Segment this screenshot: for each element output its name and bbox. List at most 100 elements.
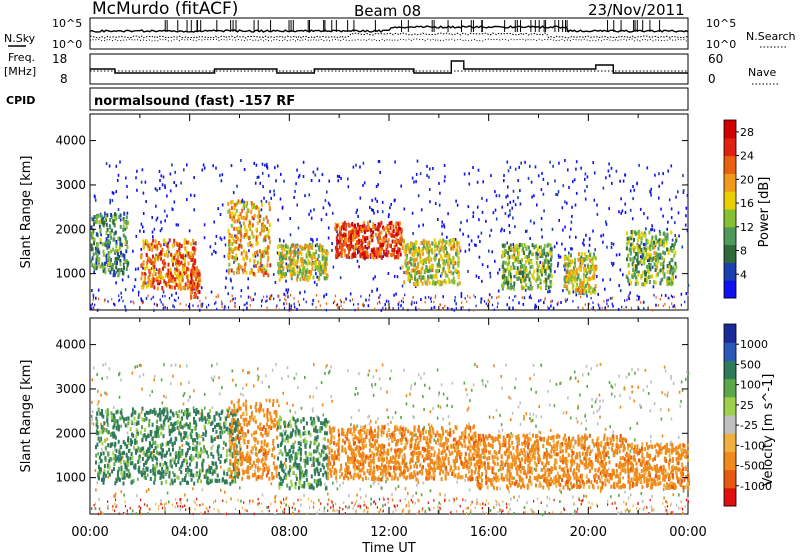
data-cell bbox=[93, 366, 95, 370]
data-cell bbox=[637, 230, 640, 235]
data-cell bbox=[572, 495, 574, 499]
data-cell bbox=[410, 387, 412, 391]
data-cell bbox=[431, 250, 434, 255]
data-cell bbox=[312, 239, 314, 243]
data-cell bbox=[412, 494, 414, 498]
data-cell bbox=[350, 233, 352, 238]
data-cell bbox=[183, 431, 186, 435]
data-cell bbox=[367, 225, 370, 230]
data-cell bbox=[90, 231, 93, 236]
data-cell bbox=[167, 274, 170, 279]
data-cell bbox=[424, 296, 427, 300]
data-cell bbox=[412, 404, 415, 408]
data-cell bbox=[541, 261, 544, 266]
data-cell bbox=[193, 208, 195, 212]
data-cell bbox=[464, 499, 467, 503]
data-cell bbox=[124, 259, 127, 264]
data-cell bbox=[614, 501, 616, 505]
data-cell bbox=[136, 419, 139, 424]
data-cell bbox=[293, 250, 296, 255]
data-cell bbox=[155, 303, 157, 306]
data-cell bbox=[108, 367, 111, 371]
data-cell bbox=[90, 421, 92, 425]
data-cell bbox=[264, 163, 266, 167]
data-cell bbox=[95, 218, 98, 223]
data-cell bbox=[256, 221, 259, 226]
data-cell bbox=[98, 220, 101, 225]
data-cell bbox=[163, 363, 165, 367]
data-cell bbox=[147, 246, 150, 251]
data-cell bbox=[396, 232, 399, 237]
data-cell bbox=[493, 472, 495, 476]
data-cell bbox=[316, 242, 319, 247]
data-cell bbox=[113, 231, 116, 236]
data-cell bbox=[235, 234, 238, 239]
data-cell bbox=[330, 469, 333, 473]
data-cell bbox=[104, 240, 107, 245]
data-cell bbox=[511, 411, 514, 415]
data-cell bbox=[512, 247, 515, 252]
data-cell bbox=[91, 378, 94, 382]
data-cell bbox=[543, 279, 546, 284]
data-cell bbox=[595, 397, 598, 401]
data-cell bbox=[307, 244, 310, 249]
data-cell bbox=[95, 257, 98, 262]
data-cell bbox=[402, 425, 405, 429]
data-cell bbox=[334, 222, 337, 227]
data-cell bbox=[101, 447, 103, 451]
data-cell bbox=[424, 300, 426, 304]
data-cell bbox=[445, 280, 448, 285]
data-cell bbox=[104, 219, 107, 224]
data-cell bbox=[236, 270, 239, 275]
data-cell bbox=[95, 422, 98, 427]
data-cell bbox=[393, 199, 396, 203]
data-cell bbox=[125, 176, 127, 180]
data-cell bbox=[138, 375, 141, 378]
data-cell bbox=[337, 306, 339, 309]
data-cell bbox=[443, 179, 446, 183]
data-cell bbox=[406, 242, 409, 247]
data-cell bbox=[192, 284, 195, 289]
data-cell bbox=[126, 244, 129, 249]
data-cell bbox=[547, 307, 549, 311]
data-cell bbox=[242, 256, 245, 261]
data-cell bbox=[123, 219, 126, 224]
data-cell bbox=[97, 259, 100, 264]
data-cell bbox=[118, 299, 120, 302]
data-cell bbox=[372, 222, 375, 227]
data-cell bbox=[666, 270, 669, 274]
data-cell bbox=[161, 183, 164, 187]
data-cell bbox=[293, 305, 296, 308]
data-cell bbox=[446, 253, 449, 258]
data-cell bbox=[114, 303, 116, 307]
data-cell bbox=[395, 242, 398, 247]
data-cell bbox=[119, 213, 122, 218]
data-cell bbox=[177, 259, 180, 264]
data-cell bbox=[130, 442, 133, 447]
data-cell bbox=[578, 291, 581, 295]
data-cell bbox=[451, 381, 454, 385]
data-cell bbox=[192, 241, 195, 245]
data-cell bbox=[325, 308, 327, 312]
data-cell bbox=[660, 442, 662, 446]
data-cell bbox=[116, 252, 119, 257]
data-cell bbox=[510, 275, 512, 280]
data-cell bbox=[189, 286, 192, 291]
data-cell bbox=[158, 274, 161, 279]
data-cell bbox=[434, 257, 436, 262]
data-cell bbox=[91, 289, 93, 293]
data-cell bbox=[396, 246, 399, 251]
data-cell bbox=[170, 293, 173, 297]
colorbar-frame bbox=[723, 119, 737, 299]
data-cell bbox=[201, 168, 204, 172]
data-cell bbox=[498, 194, 501, 198]
data-cell bbox=[357, 467, 359, 471]
data-cell bbox=[525, 229, 527, 233]
data-cell bbox=[266, 162, 268, 166]
data-cell bbox=[592, 269, 595, 273]
data-cell bbox=[629, 257, 632, 262]
data-cell bbox=[358, 372, 360, 376]
data-cell bbox=[317, 245, 320, 250]
freq-traces bbox=[90, 60, 688, 74]
data-cell bbox=[193, 194, 196, 198]
